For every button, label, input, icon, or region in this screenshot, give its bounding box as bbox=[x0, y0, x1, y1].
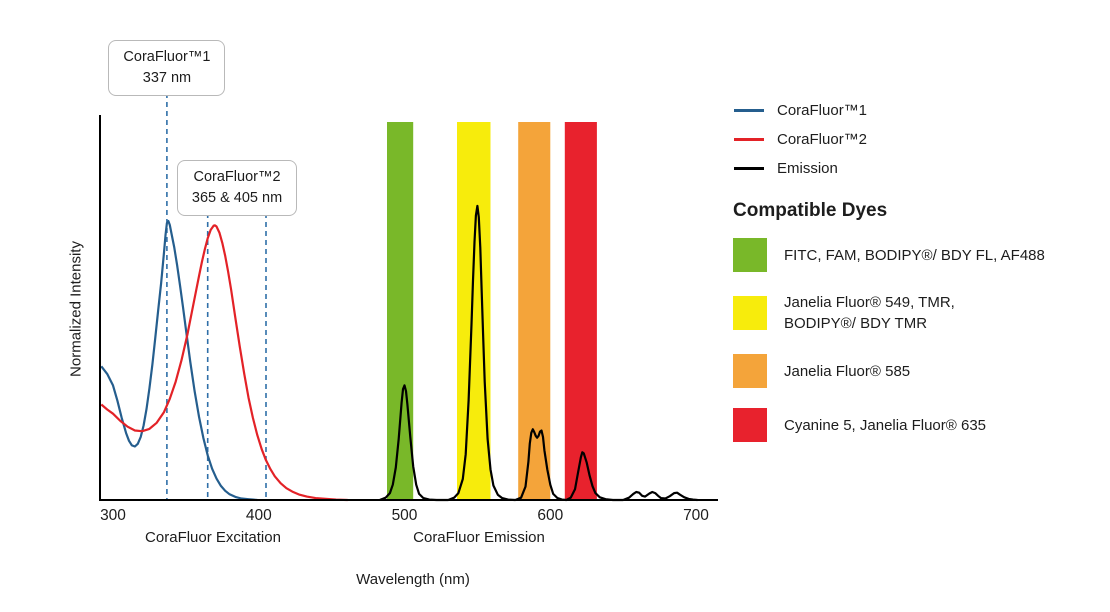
excitation-section-label: CoraFluor Excitation bbox=[145, 529, 281, 546]
legend-item-corafluor2: CoraFluor™2 bbox=[734, 130, 867, 149]
legend-line-emission bbox=[734, 167, 764, 170]
callout-corafluor2-value: 365 & 405 nm bbox=[191, 190, 283, 207]
curve-CoraFluor2-excitation bbox=[100, 224, 348, 502]
x-axis-label: Wavelength (nm) bbox=[356, 571, 470, 588]
legend-line-corafluor1 bbox=[734, 109, 764, 112]
callout-corafluor1-title: CoraFluor™1 bbox=[123, 49, 211, 65]
band-red-filter bbox=[564, 122, 597, 500]
legend-line-corafluor2 bbox=[734, 138, 764, 141]
callout-corafluor1: CoraFluor™1 337 nm bbox=[108, 40, 226, 97]
dye-row-yellow: Janelia Fluor® 549, TMR, BODIPY®/ BDY TM… bbox=[733, 292, 1110, 334]
compatible-dyes-list: FITC, FAM, BODIPY®/ BDY FL, AF488 Janeli… bbox=[733, 238, 1110, 442]
band-orange-filter bbox=[518, 122, 551, 500]
legend-label-emission: Emission bbox=[777, 160, 838, 177]
dye-label-green: FITC, FAM, BODIPY®/ BDY FL, AF488 bbox=[784, 246, 1045, 264]
dye-label-yellow: Janelia Fluor® 549, TMR, BODIPY®/ BDY TM… bbox=[784, 294, 955, 332]
chart-legend: CoraFluor™1 CoraFluor™2 Emission bbox=[734, 101, 867, 178]
x-tick-400: 400 bbox=[245, 507, 272, 524]
legend-label-corafluor2: CoraFluor™2 bbox=[777, 131, 868, 148]
legend-item-emission: Emission bbox=[734, 159, 867, 178]
dye-swatch-yellow bbox=[733, 296, 767, 330]
y-axis-label: Normalized Intensity bbox=[67, 241, 85, 377]
dye-swatch-red bbox=[733, 408, 767, 442]
band-yellow-filter bbox=[457, 122, 491, 500]
band-green-filter bbox=[387, 122, 414, 500]
legend-label-corafluor1: CoraFluor™1 bbox=[777, 102, 868, 119]
compatible-dyes-heading: Compatible Dyes bbox=[733, 200, 888, 221]
dye-label-red: Cyanine 5, Janelia Fluor® 635 bbox=[784, 416, 987, 434]
dye-label-orange: Janelia Fluor® 585 bbox=[784, 362, 911, 380]
dye-row-orange: Janelia Fluor® 585 bbox=[733, 354, 1110, 388]
x-tick-600: 600 bbox=[537, 507, 564, 524]
dye-swatch-green bbox=[733, 238, 767, 272]
emission-section-label: CoraFluor Emission bbox=[413, 529, 545, 546]
callout-corafluor1-value: 337 nm bbox=[142, 70, 192, 87]
curve-CoraFluor1-excitation bbox=[100, 220, 258, 502]
legend-item-corafluor1: CoraFluor™1 bbox=[734, 101, 867, 120]
dye-row-green: FITC, FAM, BODIPY®/ BDY FL, AF488 bbox=[733, 238, 1110, 272]
x-tick-700: 700 bbox=[683, 507, 709, 524]
callout-corafluor2: CoraFluor™2 365 & 405 nm bbox=[176, 160, 298, 217]
x-tick-300: 300 bbox=[100, 507, 126, 524]
callout-corafluor2-title: CoraFluor™2 bbox=[193, 169, 281, 185]
dye-row-red: Cyanine 5, Janelia Fluor® 635 bbox=[733, 408, 1110, 442]
x-tick-500: 500 bbox=[391, 507, 418, 524]
dye-swatch-orange bbox=[733, 354, 767, 388]
